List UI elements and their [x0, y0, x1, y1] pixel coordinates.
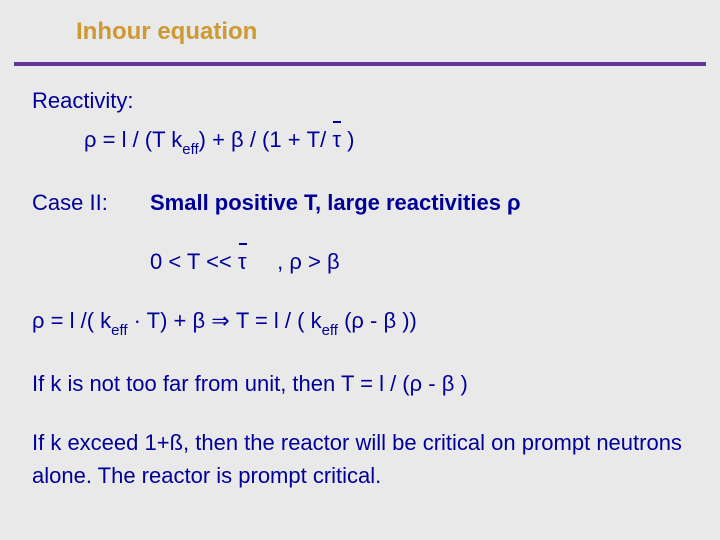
derive-text: (ρ - β )) — [338, 308, 417, 333]
slide: Inhour equation Reactivity: ρ = l / (T k… — [0, 0, 720, 540]
exceed-line: If k exceed 1+ß, then the reactor will b… — [32, 426, 688, 492]
case-label: Case II: — [32, 186, 150, 219]
slide-content: Reactivity: ρ = l / (T keff) + β / (1 + … — [14, 84, 706, 492]
eq-text: ) — [341, 127, 354, 152]
derive-text: T = l / ( k — [230, 308, 322, 333]
cond-pre: 0 < T << — [150, 249, 238, 274]
derive-text: · T) + β — [128, 308, 212, 333]
title-block: Inhour equation — [14, 16, 706, 56]
tau-bar-symbol: τ — [238, 245, 247, 278]
slide-title: Inhour equation — [76, 18, 706, 46]
reactivity-equation: ρ = l / (T keff) + β / (1 + T/ τ ) — [32, 123, 688, 160]
implies-arrow: ⇒ — [211, 308, 229, 333]
condition-line: 0 < T << τ , ρ > β — [32, 245, 688, 278]
cond-post: , ρ > β — [277, 249, 339, 274]
derive-sub: eff — [322, 322, 338, 339]
derive-text: ρ = l /( k — [32, 308, 111, 333]
eq-sub: eff — [182, 141, 198, 158]
tau-bar-symbol: τ — [332, 123, 341, 156]
reactivity-label: Reactivity: — [32, 84, 688, 117]
slide-inner: Inhour equation Reactivity: ρ = l / (T k… — [14, 16, 706, 522]
case-description: Small positive T, large reactivities ρ — [150, 186, 521, 219]
derive-sub: eff — [111, 322, 127, 339]
case-row: Case II: Small positive T, large reactiv… — [32, 186, 688, 219]
eq-text: ) + β / (1 + T/ — [199, 127, 333, 152]
eq-text: ρ = l / (T k — [84, 127, 182, 152]
cond-gap — [247, 249, 278, 274]
unit-line: If k is not too far from unit, then T = … — [32, 367, 688, 400]
derivation-line: ρ = l /( keff · T) + β ⇒ T = l / ( keff … — [32, 304, 688, 341]
title-divider — [14, 62, 706, 66]
